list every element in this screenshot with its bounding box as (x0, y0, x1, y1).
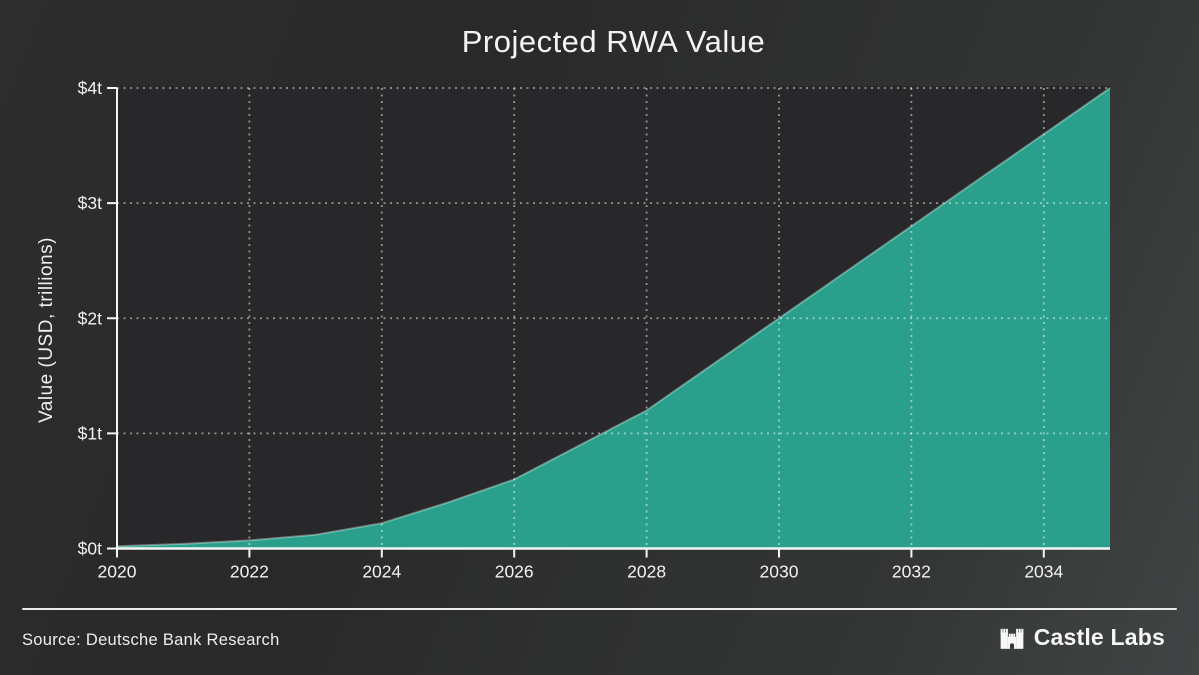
x-tick-label: 2032 (892, 562, 931, 582)
x-tick-label: 2034 (1024, 562, 1063, 582)
footer-divider (22, 608, 1177, 610)
source-text: Source: Deutsche Bank Research (22, 631, 280, 649)
brand-logo: Castle Labs (999, 624, 1165, 651)
y-tick-label: $2t (78, 308, 102, 328)
x-tick-label: 2024 (362, 562, 401, 582)
x-tick-label: 2022 (230, 562, 269, 582)
x-tick-label: 2028 (627, 562, 666, 582)
y-axis-label: Value (USD, trillions) (36, 237, 57, 423)
area-series-edge (116, 87, 1111, 548)
y-tick-label: $3t (78, 193, 102, 213)
area-series-fill (117, 88, 1110, 549)
chart-title: Projected RWA Value (461, 24, 766, 59)
x-tick-label: 2026 (495, 562, 534, 582)
y-tick-label: $4t (78, 78, 102, 98)
x-tick-label: 2020 (98, 562, 137, 582)
y-tick-label: $0t (78, 539, 102, 559)
castle-icon (999, 625, 1025, 651)
x-tick-label: 2030 (760, 562, 799, 582)
brand-name: Castle Labs (1033, 624, 1165, 650)
y-tick-label: $1t (78, 423, 102, 443)
